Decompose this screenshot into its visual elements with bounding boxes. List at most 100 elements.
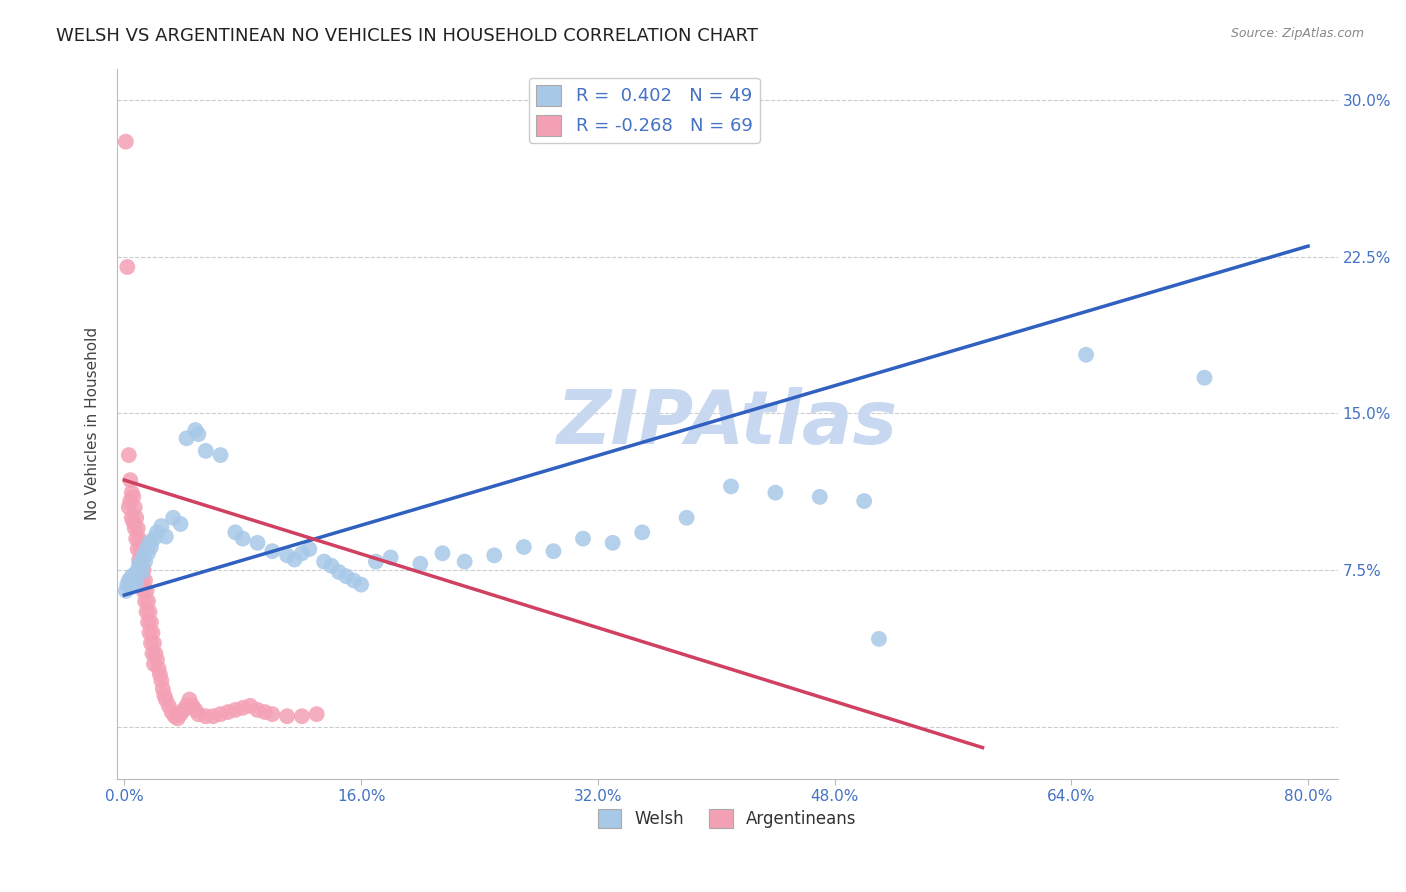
Point bbox=[122, 571, 145, 585]
Point bbox=[262, 707, 284, 722]
Point bbox=[127, 563, 149, 577]
Point bbox=[124, 567, 146, 582]
Point bbox=[131, 552, 153, 566]
Point bbox=[132, 563, 155, 577]
Point bbox=[124, 521, 146, 535]
Point bbox=[138, 625, 160, 640]
Point bbox=[122, 490, 145, 504]
Text: ZIPAtlas: ZIPAtlas bbox=[557, 387, 898, 460]
Point bbox=[129, 561, 152, 575]
Point bbox=[209, 448, 232, 462]
Point bbox=[142, 532, 165, 546]
Point bbox=[453, 555, 475, 569]
Point bbox=[149, 667, 172, 681]
Point bbox=[120, 494, 142, 508]
Point bbox=[181, 698, 204, 713]
Point bbox=[484, 549, 506, 563]
Point bbox=[380, 550, 402, 565]
Point bbox=[125, 510, 148, 524]
Point bbox=[146, 653, 169, 667]
Text: WELSH VS ARGENTINEAN NO VEHICLES IN HOUSEHOLD CORRELATION CHART: WELSH VS ARGENTINEAN NO VEHICLES IN HOUS… bbox=[56, 27, 758, 45]
Text: Source: ZipAtlas.com: Source: ZipAtlas.com bbox=[1230, 27, 1364, 40]
Point bbox=[134, 594, 156, 608]
Point bbox=[138, 605, 160, 619]
Point bbox=[160, 705, 183, 719]
Point bbox=[118, 448, 141, 462]
Point bbox=[120, 473, 142, 487]
Point bbox=[675, 510, 697, 524]
Point bbox=[176, 431, 198, 445]
Point bbox=[868, 632, 890, 646]
Point bbox=[131, 574, 153, 588]
Point bbox=[146, 525, 169, 540]
Point bbox=[117, 260, 139, 274]
Point bbox=[763, 485, 786, 500]
Point bbox=[335, 569, 357, 583]
Point bbox=[155, 692, 177, 706]
Point bbox=[720, 479, 742, 493]
Point bbox=[246, 536, 269, 550]
Point bbox=[132, 583, 155, 598]
Point bbox=[148, 661, 170, 675]
Point bbox=[120, 580, 142, 594]
Point bbox=[150, 519, 173, 533]
Point bbox=[217, 705, 239, 719]
Point bbox=[153, 689, 176, 703]
Point bbox=[291, 546, 314, 560]
Point bbox=[328, 565, 350, 579]
Point bbox=[150, 673, 173, 688]
Point bbox=[343, 574, 366, 588]
Point bbox=[142, 636, 165, 650]
Point bbox=[246, 703, 269, 717]
Point bbox=[142, 657, 165, 671]
Point bbox=[124, 500, 146, 515]
Point bbox=[409, 557, 432, 571]
Point bbox=[184, 703, 207, 717]
Point bbox=[194, 443, 217, 458]
Point bbox=[276, 549, 298, 563]
Point bbox=[125, 532, 148, 546]
Point bbox=[134, 555, 156, 569]
Legend: Welsh, Argentineans: Welsh, Argentineans bbox=[592, 802, 863, 835]
Point bbox=[1074, 348, 1097, 362]
Point bbox=[1194, 370, 1216, 384]
Point bbox=[350, 577, 373, 591]
Point bbox=[432, 546, 454, 560]
Point bbox=[166, 711, 188, 725]
Point bbox=[194, 709, 217, 723]
Point bbox=[169, 707, 191, 722]
Point bbox=[321, 558, 343, 573]
Point bbox=[135, 583, 157, 598]
Point bbox=[152, 682, 174, 697]
Point bbox=[129, 563, 152, 577]
Point bbox=[134, 574, 156, 588]
Point bbox=[209, 707, 232, 722]
Point bbox=[187, 427, 209, 442]
Point bbox=[135, 542, 157, 557]
Point bbox=[364, 555, 387, 569]
Point bbox=[262, 544, 284, 558]
Point bbox=[132, 549, 155, 563]
Point bbox=[139, 615, 162, 630]
Point bbox=[131, 565, 153, 579]
Point bbox=[128, 532, 150, 546]
Point bbox=[157, 698, 180, 713]
Point bbox=[162, 510, 184, 524]
Point bbox=[115, 135, 138, 149]
Point bbox=[291, 709, 314, 723]
Point bbox=[239, 698, 262, 713]
Point bbox=[121, 485, 143, 500]
Point bbox=[145, 647, 167, 661]
Point bbox=[232, 532, 254, 546]
Point bbox=[513, 540, 536, 554]
Point bbox=[283, 552, 305, 566]
Point bbox=[115, 583, 138, 598]
Point bbox=[127, 542, 149, 557]
Y-axis label: No Vehicles in Household: No Vehicles in Household bbox=[86, 327, 100, 520]
Point bbox=[298, 542, 321, 557]
Point bbox=[253, 705, 276, 719]
Point bbox=[129, 542, 152, 557]
Point bbox=[121, 569, 143, 583]
Point bbox=[139, 540, 162, 554]
Point bbox=[184, 423, 207, 437]
